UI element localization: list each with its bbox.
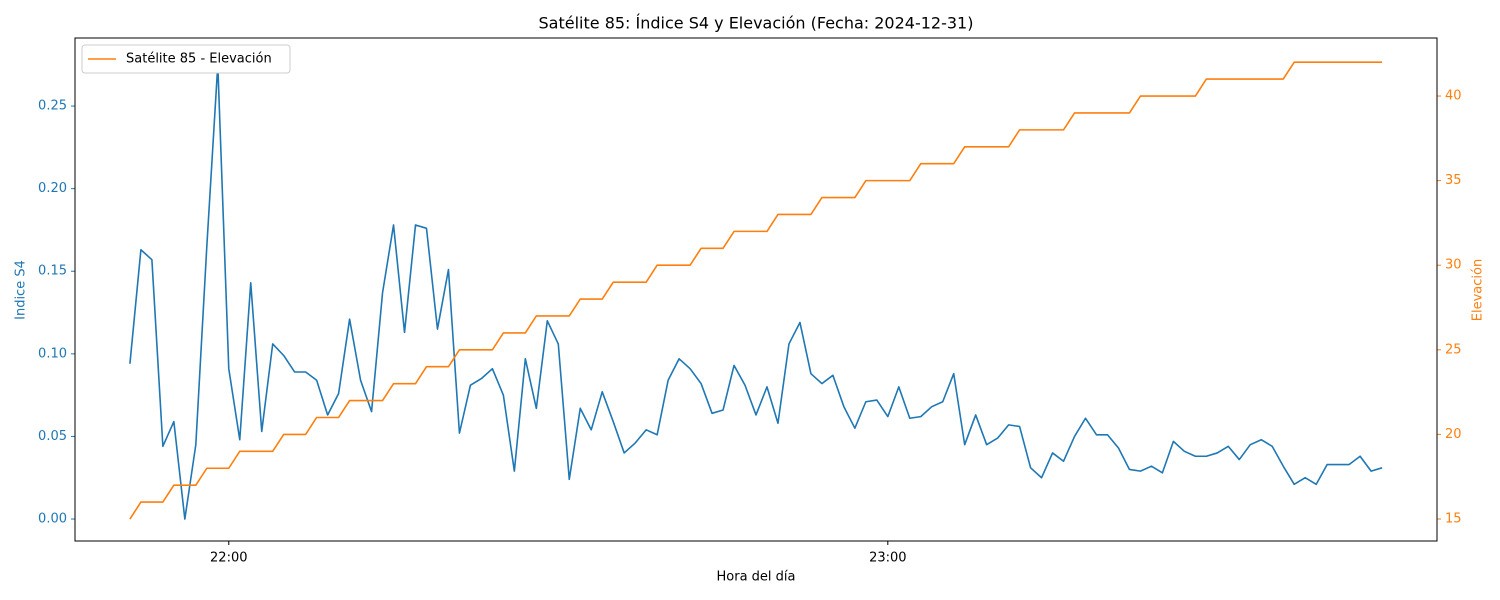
y2-tick-label: 35 <box>1445 173 1462 188</box>
y2-axis-label: Elevación <box>1471 259 1486 321</box>
y-tick-label: 0.10 <box>38 346 67 361</box>
y2-tick-label: 30 <box>1445 258 1462 273</box>
y-axis-label: Indice S4 <box>14 260 29 320</box>
data-line <box>129 61 1383 520</box>
y-tick-label: 0.00 <box>38 512 67 527</box>
y2-tick-label: 25 <box>1445 342 1462 357</box>
y2-tick-label: 20 <box>1445 427 1462 442</box>
plot-frame <box>74 37 1438 542</box>
y2-tick-label: 15 <box>1445 512 1462 527</box>
chart-title: Satélite 85: Índice S4 y Elevación (Fech… <box>539 14 974 33</box>
y2-tick-label: 40 <box>1445 89 1462 104</box>
legend-box <box>81 44 291 74</box>
y-tick-label: 0.25 <box>38 99 67 114</box>
x-axis-label: Hora del día <box>717 570 796 585</box>
data-line <box>129 63 1383 520</box>
y-tick-label: 0.20 <box>38 181 67 196</box>
y-tick-label: 0.05 <box>38 429 67 444</box>
x-tick-label: 22:00 <box>210 551 247 566</box>
y-tick-label: 0.15 <box>38 264 67 279</box>
x-tick-label: 23:00 <box>869 551 906 566</box>
legend-label: Satélite 85 - Elevación <box>126 52 272 67</box>
